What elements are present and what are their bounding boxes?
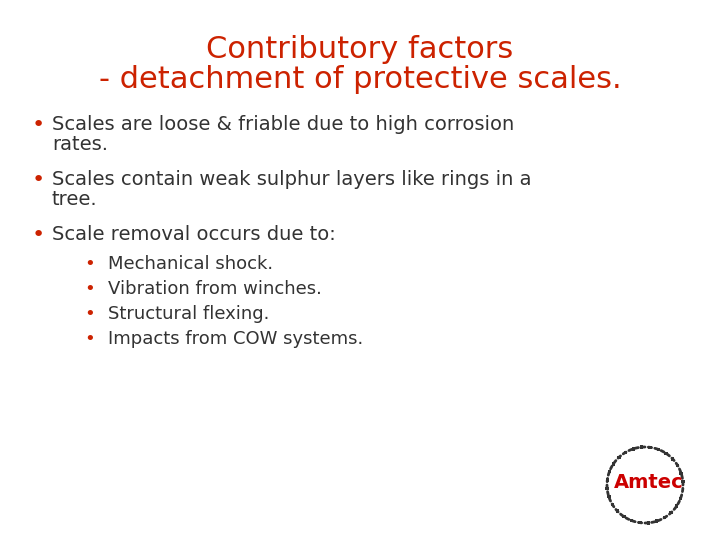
Text: - detachment of protective scales.: - detachment of protective scales. [99,65,621,94]
Text: Amtec: Amtec [614,474,684,492]
Text: •: • [85,255,95,273]
Text: •: • [85,305,95,323]
Bar [665,451,667,455]
Text: Scales contain weak sulphur layers like rings in a: Scales contain weak sulphur layers like … [52,170,531,189]
Bar [657,448,660,451]
Bar [655,519,658,523]
Text: Impacts from COW systems.: Impacts from COW systems. [108,330,364,348]
Bar [675,504,678,508]
Bar [647,521,650,524]
Bar [622,515,626,518]
Bar [630,519,634,522]
Text: •: • [85,280,95,298]
Text: •: • [32,115,45,135]
Bar [679,497,683,500]
Bar [606,478,609,482]
Bar [649,446,652,449]
Bar [606,487,609,490]
Bar [611,503,614,506]
Bar [617,456,621,459]
Text: Scale removal occurs due to:: Scale removal occurs due to: [52,225,336,244]
Bar [670,511,673,514]
Bar [640,446,644,449]
Text: •: • [32,170,45,190]
Bar [662,516,666,519]
Bar [611,462,615,465]
Text: Contributory factors: Contributory factors [207,35,513,64]
Text: Vibration from winches.: Vibration from winches. [108,280,322,298]
Bar [631,447,635,450]
Text: •: • [32,225,45,245]
Bar [624,450,627,454]
Bar [616,509,619,513]
Bar [681,480,685,483]
Text: rates.: rates. [52,135,108,154]
Bar [680,471,683,475]
Text: Mechanical shock.: Mechanical shock. [108,255,273,273]
Text: Scales are loose & friable due to high corrosion: Scales are loose & friable due to high c… [52,115,514,134]
Text: tree.: tree. [52,190,98,209]
Bar [676,464,680,467]
Bar [671,457,675,461]
Bar [638,521,642,524]
Text: Structural flexing.: Structural flexing. [108,305,269,323]
Bar [607,495,611,498]
Bar [608,470,611,473]
Text: •: • [85,330,95,348]
